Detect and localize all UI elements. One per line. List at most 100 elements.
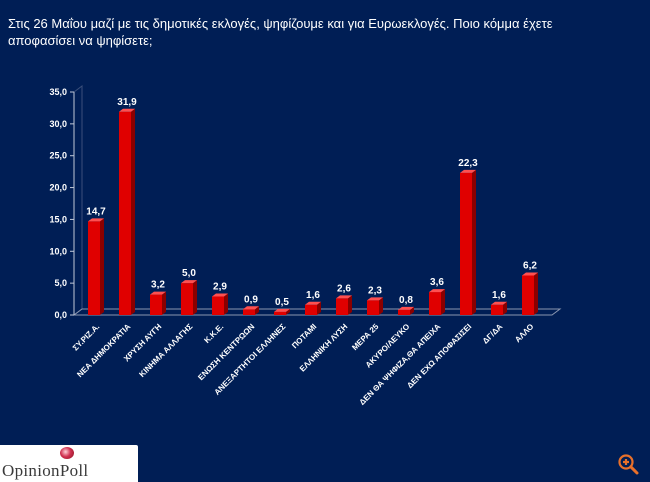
chart-title: Στις 26 Μαΐου μαζί με τις δημοτικές εκλο… [8, 16, 553, 48]
y-tick-label: 10,0 [49, 246, 67, 256]
x-tick-label: ΠΟΤΑΜΙ [290, 322, 318, 350]
bar [460, 169, 476, 315]
bar-side [100, 218, 104, 315]
x-tick-label: ΔΓ/ΔΑ [481, 322, 505, 346]
bar-front [181, 283, 193, 315]
bar [274, 308, 290, 315]
bar [367, 297, 383, 315]
bar-top [181, 280, 197, 284]
bar [398, 306, 414, 315]
y-tick-label: 25,0 [49, 151, 67, 161]
bar-front [212, 296, 224, 315]
bar-top [398, 306, 414, 310]
bar-front [491, 304, 503, 315]
bar-top [460, 169, 476, 173]
bar-top [305, 301, 321, 305]
y-tick-label: 5,0 [54, 278, 67, 288]
data-label: 6,2 [523, 260, 537, 271]
data-label: 22,3 [458, 158, 478, 169]
bar [305, 301, 321, 315]
y-tick-label: 0,0 [54, 310, 67, 320]
bar [336, 295, 352, 315]
y-tick-label: 35,0 [49, 87, 67, 97]
bar-top [88, 218, 104, 222]
bar-top [491, 301, 507, 305]
bar-side [193, 280, 197, 315]
data-label: 0,9 [244, 294, 258, 305]
bar [181, 280, 197, 315]
x-tick-label: ΔΕΝ ΕΧΩ ΑΠΟΦΑΣΙΣΕΙ [405, 322, 473, 390]
bar-side [534, 272, 538, 315]
y-tick-label: 15,0 [49, 214, 67, 224]
bar-top [274, 308, 290, 312]
data-label: 3,2 [151, 280, 165, 291]
data-label: 3,6 [430, 277, 444, 288]
data-label: 0,8 [399, 295, 413, 306]
bar-side [503, 301, 507, 315]
bar-front [274, 311, 286, 315]
logo-text: OpinionPoll [2, 461, 89, 480]
bar-front [522, 275, 534, 315]
data-label: 31,9 [117, 97, 137, 108]
x-tick-label: ΣΥ.ΡΙΖ.Α. [71, 322, 102, 353]
data-label: 14,7 [86, 206, 106, 217]
bar-side [379, 297, 383, 315]
bar [212, 293, 228, 315]
data-label: 2,6 [337, 283, 351, 294]
data-label: 1,6 [492, 290, 506, 301]
bar-top [522, 272, 538, 276]
x-tick-label: Κ.Κ.Ε. [202, 322, 225, 345]
zoom-in-icon[interactable] [616, 452, 640, 476]
bar-front [150, 294, 162, 315]
bar-side [317, 301, 321, 315]
bar-top [212, 293, 228, 297]
opinionpoll-logo: OpinionPoll [0, 445, 138, 482]
bar-side [441, 289, 445, 315]
bar-side [162, 291, 166, 315]
x-tick-label: ΕΝΩΣΗ ΚΕΝΤΡΩΩΝ [196, 322, 256, 382]
x-tick-label: ΜΕΡΑ 25 [350, 322, 381, 353]
bar [243, 306, 259, 315]
data-label: 2,9 [213, 282, 227, 293]
bar-side [224, 293, 228, 315]
x-tick-label: ΑΛΛΟ [513, 322, 535, 344]
y-tick-label: 20,0 [49, 183, 67, 193]
bar [150, 291, 166, 315]
bar-front [460, 172, 472, 315]
bar [119, 108, 135, 315]
bar-side [131, 108, 135, 315]
bar-side [255, 306, 259, 315]
y-tick-label: 30,0 [49, 119, 67, 129]
bar-front [88, 221, 100, 315]
bar-top [336, 295, 352, 299]
bar [88, 218, 104, 315]
bar-side [286, 308, 290, 315]
chart-side-wall [73, 85, 83, 316]
bar-side [472, 169, 476, 315]
bar-top [150, 291, 166, 295]
bar-top [367, 297, 383, 301]
bar [522, 272, 538, 315]
bar-side [348, 295, 352, 315]
bar-front [336, 298, 348, 315]
data-label: 2,3 [368, 285, 382, 296]
bar-side [410, 306, 414, 315]
bar-top [429, 289, 445, 293]
data-label: 5,0 [182, 268, 196, 279]
bar-front [429, 292, 441, 315]
bar-front [398, 309, 410, 315]
bar-top [243, 306, 259, 310]
bar-front [119, 111, 131, 315]
data-label: 1,6 [306, 290, 320, 301]
bar-front [243, 309, 255, 315]
chart-floor [72, 308, 562, 316]
logo-ball-icon [60, 447, 74, 459]
x-tick-label: ΚΙΝΗΜΑ ΑΛΛΑΓΗΣ [137, 322, 194, 379]
data-label: 0,5 [275, 297, 289, 308]
bar-front [305, 304, 317, 315]
bar [491, 301, 507, 315]
bar [429, 289, 445, 315]
bar-front [367, 300, 379, 315]
